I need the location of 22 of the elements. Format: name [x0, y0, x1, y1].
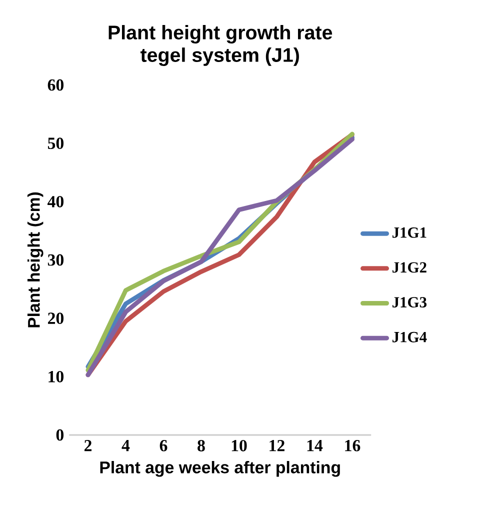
legend-label: J1G3: [392, 297, 427, 308]
x-tick-label: 4: [122, 440, 130, 452]
legend-label: J1G1: [392, 227, 426, 238]
chart-title: Plant height growth rate tegel system (J1): [108, 25, 332, 66]
x-tick-label: 10: [232, 440, 247, 452]
legend-label: J1G2: [392, 262, 426, 273]
x-tick-label: 16: [345, 440, 360, 452]
y-tick-label: 0: [56, 429, 64, 441]
x-axis-title: Plant age weeks after planting: [100, 461, 340, 477]
x-tick-label: 12: [270, 440, 284, 452]
y-axis-title: Plant height (cm): [27, 192, 44, 328]
y-tick-label: 30: [48, 254, 64, 266]
x-tick-label: 14: [307, 440, 323, 452]
y-tick-label: 40: [48, 196, 64, 208]
x-tick-label: 8: [198, 440, 205, 452]
x-tick-label: 2: [84, 440, 92, 452]
legend-label: J1G4: [392, 332, 427, 342]
y-tick-label: 10: [48, 370, 64, 382]
y-tick-label: 60: [48, 79, 64, 91]
y-tick-label: 50: [48, 138, 64, 150]
x-tick-label: 6: [160, 440, 168, 452]
y-tick-label: 20: [48, 312, 64, 324]
